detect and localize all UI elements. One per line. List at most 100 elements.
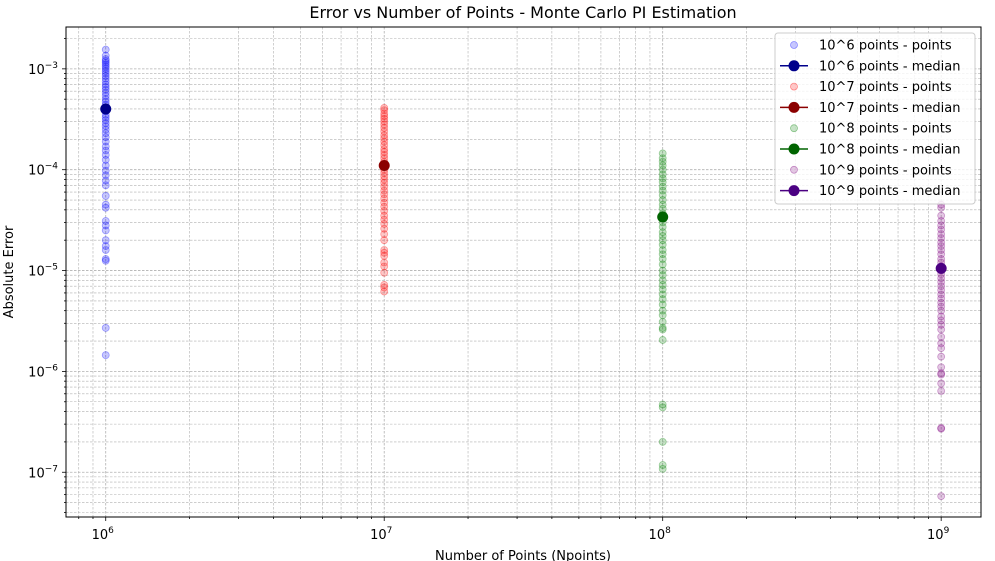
legend-label: 10^8 points - points [819, 122, 952, 137]
scatter-point [380, 262, 389, 271]
scatter-point [101, 85, 110, 94]
scatter-point [101, 236, 110, 245]
scatter-point [380, 194, 389, 203]
legend-point-marker [790, 124, 798, 133]
scatter-point [658, 336, 667, 344]
scatter-point [380, 106, 389, 114]
scatter-point [101, 45, 110, 54]
scatter-point [101, 156, 110, 164]
scatter-point [380, 127, 389, 136]
legend-median-marker [788, 101, 800, 113]
legend-item: 10^7 points - points [790, 80, 952, 95]
scatter-point [937, 242, 946, 250]
scatter-point [937, 492, 946, 501]
scatter-point [380, 207, 389, 215]
legend-item: 10^7 points - median [780, 101, 960, 116]
scatter-point [658, 196, 667, 204]
scatter-point [101, 88, 110, 97]
scatter-point [937, 424, 946, 432]
y-tick-label-base: 10 [28, 466, 45, 481]
scatter-point [380, 224, 389, 233]
legend-box [774, 32, 976, 205]
scatter-point [101, 67, 110, 75]
scatter-point [380, 190, 389, 199]
scatter-point [380, 258, 389, 267]
y-tick-label-exponent: −5 [45, 263, 58, 273]
y-axis-label: Absolute Error [2, 225, 17, 318]
x-tick-label-exponent: 9 [944, 526, 950, 536]
scatter-point [101, 181, 110, 190]
scatter-point [101, 129, 110, 138]
scatter-point [380, 175, 389, 184]
scatter-point [658, 170, 667, 179]
legend-item: 10^9 points - median [780, 184, 960, 199]
scatter-point [937, 352, 946, 361]
scatter-point [101, 60, 110, 69]
scatter-point [101, 242, 110, 250]
scatter-point [101, 191, 110, 200]
scatter-point [101, 203, 110, 212]
scatter-point [658, 240, 667, 249]
scatter-point [101, 221, 110, 230]
scatter-point [380, 202, 389, 211]
scatter-point [937, 316, 946, 325]
y-tick-label-base: 10 [28, 265, 45, 280]
scatter-point [937, 246, 946, 254]
scatter-point [380, 281, 389, 289]
scatter-point [101, 122, 110, 131]
scatter-point [937, 424, 946, 433]
scatter-point [101, 142, 110, 151]
scatter-point [937, 230, 946, 238]
scatter-point [658, 323, 667, 332]
scatter-point [937, 225, 946, 234]
scatter-point [101, 137, 110, 146]
scatter-point [937, 217, 946, 225]
y-tick-label-exponent: −6 [45, 363, 59, 373]
scatter-point [101, 51, 110, 60]
y-tick-label: 10−7 [28, 464, 58, 481]
scatter-point [658, 461, 667, 469]
scatter-point [380, 120, 389, 129]
scatter-point [658, 281, 667, 289]
legend-median-marker [788, 185, 800, 197]
scatter-point [658, 403, 667, 412]
median-marker [100, 103, 112, 115]
scatter-point [380, 220, 389, 228]
scatter-point [658, 295, 667, 304]
y-tick-label: 10−5 [28, 263, 58, 280]
x-tick-label-base: 10 [370, 528, 387, 543]
data-points [101, 45, 946, 501]
scatter-point [937, 325, 946, 334]
scatter-point [937, 312, 946, 321]
scatter-point [658, 161, 667, 170]
scatter-point [937, 211, 946, 220]
scatter-point [380, 251, 389, 260]
x-tick-label-exponent: 7 [387, 526, 393, 536]
scatter-point [380, 236, 389, 245]
scatter-point [380, 114, 389, 123]
scatter-point [380, 248, 389, 257]
x-tick-label-base: 10 [92, 528, 109, 543]
median-marker [657, 211, 669, 223]
scatter-point [658, 246, 667, 254]
scatter-point [380, 148, 389, 156]
legend-point-marker [790, 82, 798, 91]
scatter-point [937, 306, 946, 315]
scatter-point [380, 198, 389, 207]
scatter-point [380, 141, 389, 150]
x-tick-label: 109 [927, 526, 950, 543]
scatter-point [658, 186, 667, 195]
scatter-point [380, 182, 389, 191]
scatter-point [380, 211, 389, 220]
legend-label: 10^8 points - median [819, 143, 960, 158]
x-tick-label-base: 10 [927, 528, 944, 543]
scatter-point [101, 255, 110, 263]
median-marker [935, 262, 947, 274]
legend-item: 10^8 points - points [790, 122, 952, 137]
legend-label: 10^9 points - points [819, 163, 952, 178]
scatter-point [658, 178, 667, 187]
scatter-point [658, 464, 667, 473]
legend-item: 10^6 points - median [780, 59, 960, 74]
scatter-point [658, 223, 667, 231]
